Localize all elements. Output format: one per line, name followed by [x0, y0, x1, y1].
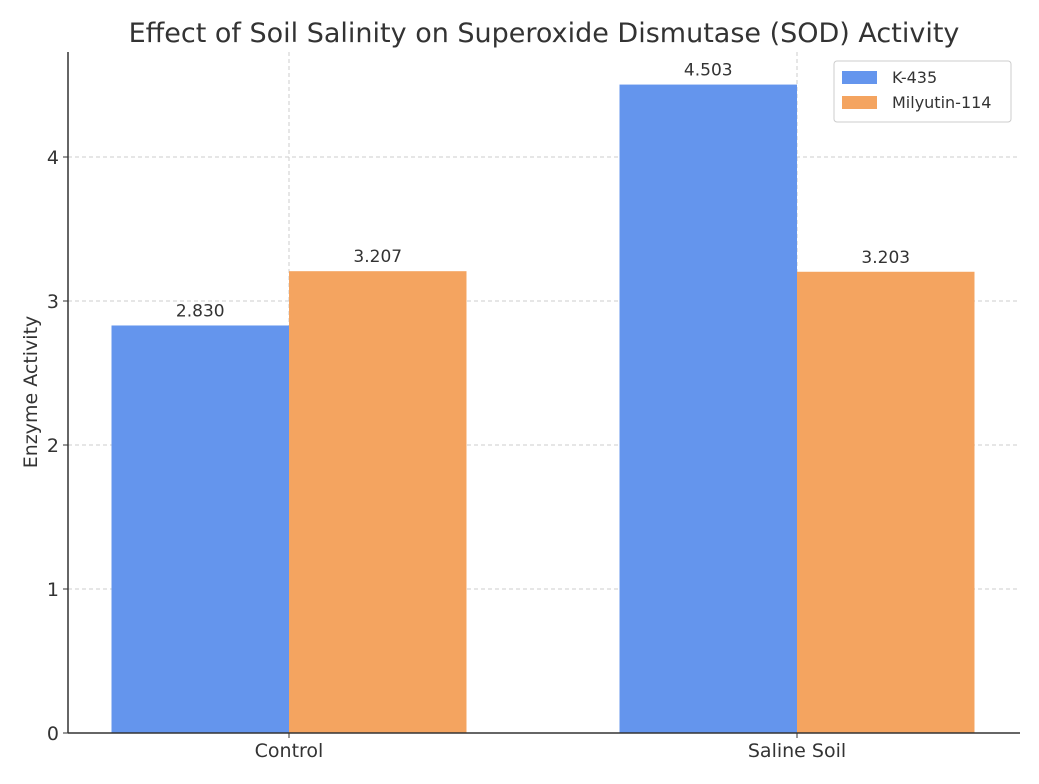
y-axis-label: Enzyme Activity [20, 316, 42, 469]
bar-milyutin-114-saline-soil [797, 271, 975, 733]
bars [111, 84, 975, 734]
axes [67, 52, 1020, 734]
bar-value-label: 3.203 [861, 248, 910, 268]
x-ticks: Control Saline Soil [255, 733, 846, 762]
bar-k-435-saline-soil [619, 84, 797, 734]
legend-swatch [842, 96, 877, 109]
chart-title: Effect of Soil Salinity on Superoxide Di… [129, 18, 960, 49]
legend-swatch [842, 71, 877, 84]
legend-label: Milyutin-114 [892, 93, 991, 112]
x-tick-label: Control [255, 740, 324, 762]
bar-k-435-control [111, 325, 289, 733]
legend: K-435 Milyutin-114 [833, 60, 1012, 123]
bar-value-label: 3.207 [353, 247, 402, 267]
bar-value-label: 4.503 [684, 61, 733, 81]
y-tick-label: 3 [47, 291, 59, 313]
bar-labels: 2.830 4.503 3.207 3.203 [176, 61, 910, 322]
y-tick-label: 2 [47, 435, 59, 457]
y-tick-label: 1 [47, 579, 59, 601]
legend-label: K-435 [892, 68, 937, 87]
x-tick-label: Saline Soil [748, 740, 846, 762]
legend-frame [833, 60, 1012, 123]
bar-milyutin-114-control [289, 271, 467, 733]
y-ticks: 0 1 2 3 4 [47, 147, 68, 745]
y-tick-label: 0 [47, 723, 59, 745]
y-tick-label: 4 [47, 147, 59, 169]
bar-value-label: 2.830 [176, 301, 225, 321]
